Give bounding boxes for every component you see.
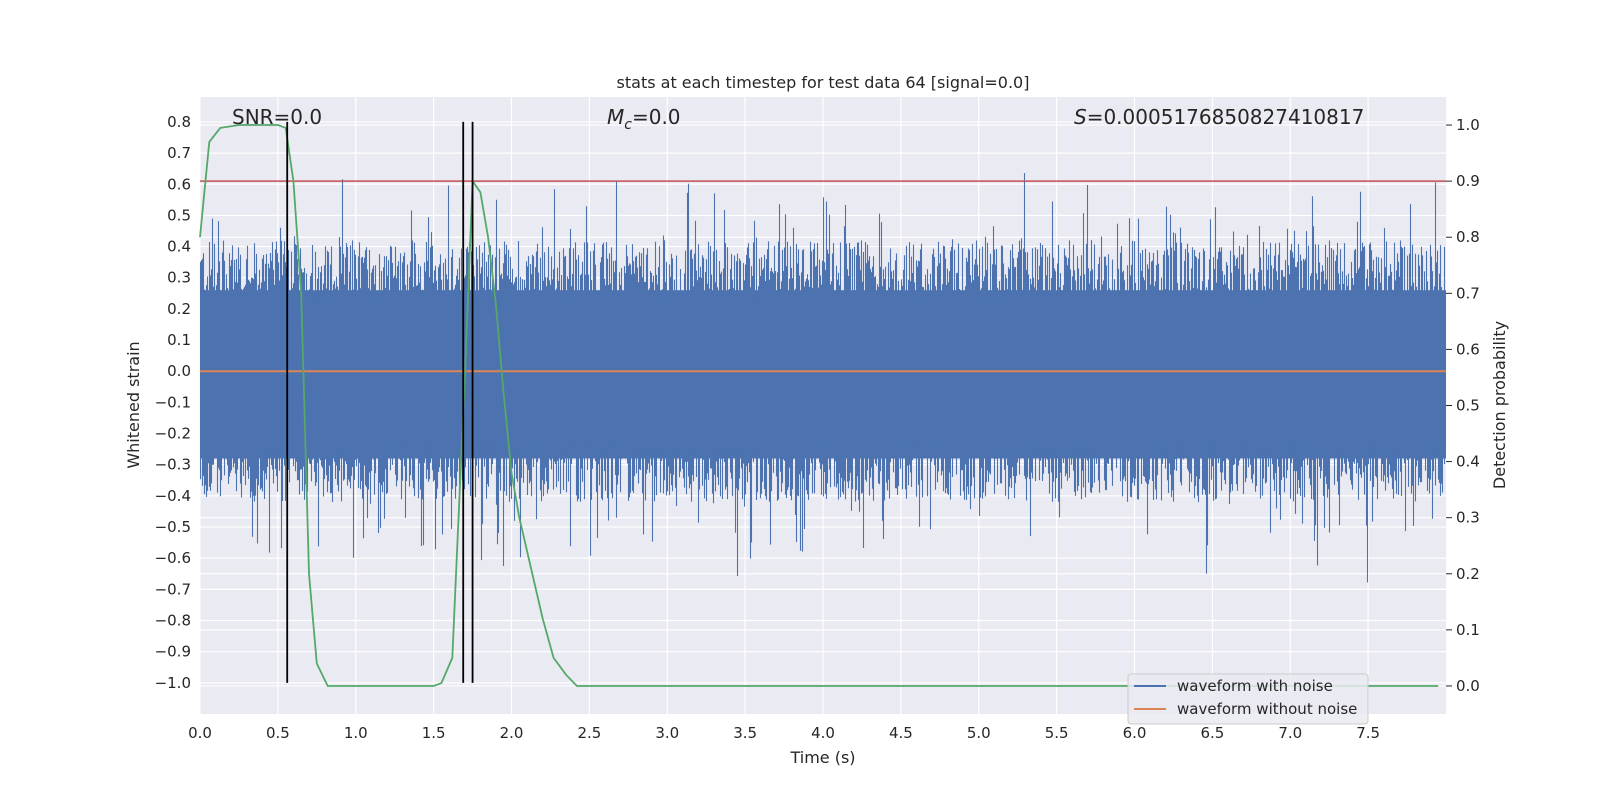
x-tick-label: 5.0 xyxy=(967,724,991,742)
x-tick-label: 3.0 xyxy=(655,724,679,742)
line-series xyxy=(199,121,1446,687)
y2-tick-label: 0.7 xyxy=(1456,284,1480,302)
y2-tick-label: 0.4 xyxy=(1456,453,1480,471)
x-tick-label: 2.0 xyxy=(500,724,524,742)
x-tick-label: 3.5 xyxy=(733,724,757,742)
y-tick-label: −0.8 xyxy=(155,612,191,630)
noise-series xyxy=(199,173,1447,583)
legend: waveform with noise waveform without noi… xyxy=(1127,673,1369,725)
x-tick-label: 7.5 xyxy=(1356,724,1380,742)
y2-tick-label: 1.0 xyxy=(1456,116,1480,134)
y-tick-label: 0.0 xyxy=(167,362,191,380)
x-tick-label: 2.5 xyxy=(577,724,601,742)
y-tick-label: −0.7 xyxy=(155,580,191,598)
y2-axis-label: Detection probability xyxy=(1490,321,1509,489)
y-tick-label: 0.1 xyxy=(167,331,191,349)
x-tick-label: 0.0 xyxy=(188,724,212,742)
y2-tick-label: 0.6 xyxy=(1456,340,1480,358)
x-tick-label: 4.0 xyxy=(811,724,835,742)
x-axis-label: Time (s) xyxy=(789,748,855,767)
x-tick-label: 7.0 xyxy=(1278,724,1302,742)
y-tick-label: 0.5 xyxy=(167,206,191,224)
x-tick-label: 1.5 xyxy=(422,724,446,742)
chart-title: stats at each timestep for test data 64 … xyxy=(617,73,1030,92)
y2-tick-label: 0.3 xyxy=(1456,509,1480,527)
y-tick-label: −0.3 xyxy=(155,456,191,474)
y-tick-label: 0.4 xyxy=(167,238,191,256)
y-tick-label: −1.0 xyxy=(155,674,191,692)
y-tick-label: 0.7 xyxy=(167,144,191,162)
y-axis-ticks: 0.8 0.7 0.6 0.5 0.4 0.3 0.2 0.1 0.0 −0.1 −0.2 −0.3 −… xyxy=(155,113,191,692)
y-tick-label: −0.1 xyxy=(155,393,191,411)
y2-axis-ticks: 1.0 0.9 0.8 0.7 0.6 0.5 0.4 0.3 0.2 0.1 0.0 xyxy=(1446,116,1480,695)
y-tick-label: 0.8 xyxy=(167,113,191,131)
y-tick-label: −0.6 xyxy=(155,549,191,567)
x-tick-label: 0.5 xyxy=(266,724,290,742)
x-tick-label: 5.5 xyxy=(1045,724,1069,742)
y2-tick-label: 0.5 xyxy=(1456,397,1480,415)
y-axis-label: Whitened strain xyxy=(124,341,143,468)
y-tick-label: 0.6 xyxy=(167,175,191,193)
x-tick-label: 4.5 xyxy=(889,724,913,742)
legend-box xyxy=(1127,673,1369,725)
y-tick-label: −0.4 xyxy=(155,487,191,505)
y-tick-label: 0.3 xyxy=(167,269,191,287)
y-tick-label: 0.2 xyxy=(167,300,191,318)
x-axis-ticks: 0.0 0.5 1.0 1.5 2.0 2.5 3.0 3.5 4.0 4.5 5.0 5.5 6.0 6… xyxy=(188,724,1380,742)
snr-annotation: SNR=0.0 xyxy=(232,105,322,129)
y2-tick-label: 0.9 xyxy=(1456,172,1480,190)
s-annotation: S=0.0005176850827410817 xyxy=(1074,105,1364,129)
x-tick-label: 1.0 xyxy=(344,724,368,742)
y-tick-label: −0.2 xyxy=(155,425,191,443)
y2-tick-label: 0.8 xyxy=(1456,228,1480,246)
x-tick-label: 6.0 xyxy=(1123,724,1147,742)
legend-label-noise: waveform with noise xyxy=(1177,677,1333,695)
y-tick-label: −0.5 xyxy=(155,518,191,536)
y-tick-label: −0.9 xyxy=(155,643,191,661)
mc-annotation: Mc=0.0 xyxy=(607,105,681,133)
y2-tick-label: 0.0 xyxy=(1456,677,1480,695)
y2-tick-label: 0.2 xyxy=(1456,565,1480,583)
legend-label-clean: waveform without noise xyxy=(1177,700,1357,718)
y2-tick-label: 0.1 xyxy=(1456,621,1480,639)
x-tick-label: 6.5 xyxy=(1200,724,1224,742)
